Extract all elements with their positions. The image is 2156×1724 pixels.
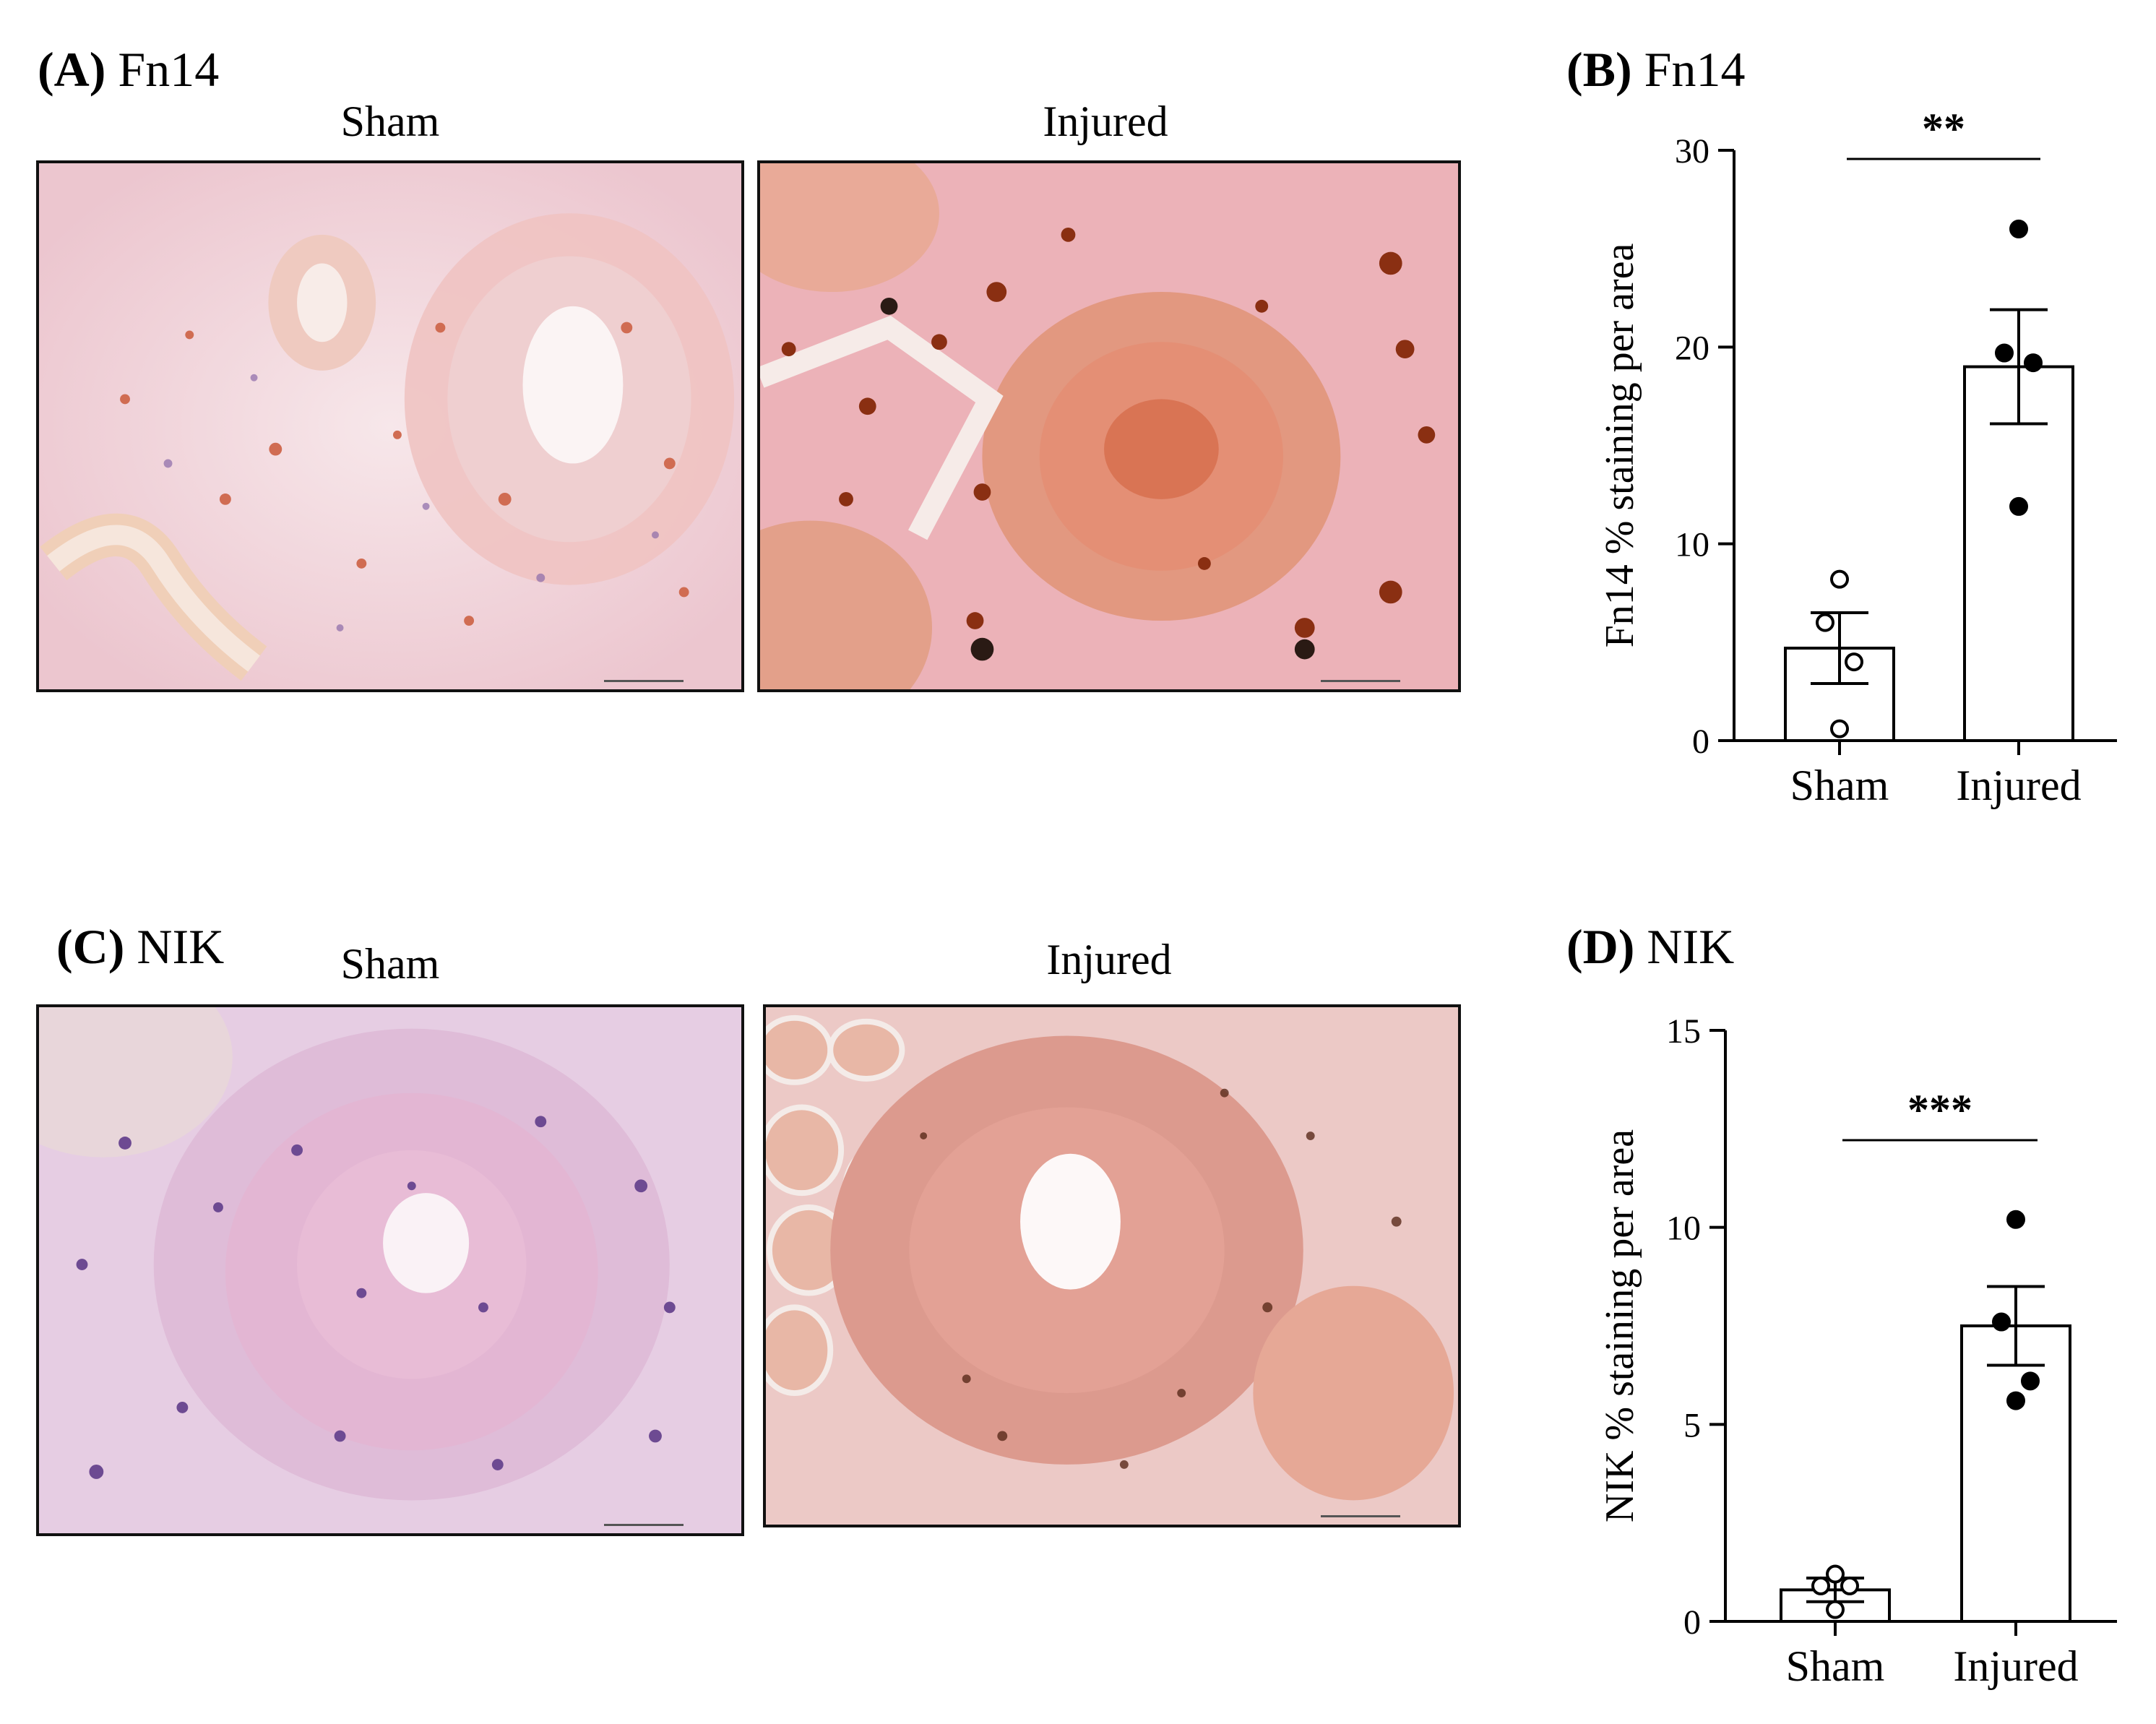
data-point-sham bbox=[1811, 1576, 1830, 1595]
data-point-sham bbox=[1826, 1564, 1845, 1584]
panel-d-label: (D) NIK bbox=[1566, 922, 1734, 971]
data-point-injured bbox=[2009, 219, 2028, 238]
nik-sham-micrograph bbox=[36, 1004, 744, 1536]
y-tick-label: 0 bbox=[1692, 723, 1709, 761]
scale-bar bbox=[1321, 1515, 1400, 1517]
nik-injured-micrograph bbox=[763, 1004, 1461, 1527]
y-axis-label: NIK % staining per area bbox=[1597, 1129, 1642, 1522]
y-tick-label: 20 bbox=[1675, 329, 1709, 367]
panel-d-title: NIK bbox=[1647, 919, 1735, 974]
data-point-injured bbox=[2021, 1371, 2040, 1391]
x-tick-label: Sham bbox=[1790, 762, 1889, 809]
bar-injured bbox=[1960, 1324, 2071, 1623]
data-point-sham bbox=[1845, 652, 1863, 672]
data-point-sham bbox=[1830, 719, 1849, 738]
y-tick-label: 30 bbox=[1675, 132, 1709, 171]
data-point-injured bbox=[2006, 1391, 2025, 1410]
y-tick-label: 10 bbox=[1666, 1210, 1701, 1248]
fn14-bar-chart: 0 10 20 30 Fn14 % staining per area Sham Injur… bbox=[1561, 87, 2139, 824]
scale-bar bbox=[604, 1524, 684, 1526]
y-tick-label: 5 bbox=[1683, 1406, 1701, 1444]
panel-c-sham-title: Sham bbox=[340, 940, 440, 988]
data-point-sham bbox=[1840, 1576, 1859, 1595]
nik-chart-svg: 0 5 10 15 NIK % staining per area Sham Injured… bbox=[1597, 1012, 2117, 1690]
x-tick-label: Injured bbox=[1953, 1642, 2078, 1690]
y-tick-label: 0 bbox=[1683, 1603, 1701, 1642]
y-tick-label: 10 bbox=[1675, 526, 1709, 564]
y-axis-label: Fn14 % staining per area bbox=[1597, 243, 1642, 647]
data-point-injured bbox=[2024, 353, 2043, 373]
data-point-sham bbox=[1826, 1600, 1845, 1619]
significance-marker: ** bbox=[1922, 105, 1965, 152]
data-point-injured bbox=[2006, 1210, 2025, 1229]
panel-c-injured-title: Injured bbox=[1046, 936, 1172, 983]
panel-b-label: (B) Fn14 bbox=[1566, 45, 1745, 94]
scale-bar bbox=[604, 680, 684, 682]
panel-a-sham-title: Sham bbox=[340, 98, 440, 145]
data-point-injured bbox=[1995, 343, 2014, 363]
fn14-injured-micrograph bbox=[757, 160, 1461, 692]
y-tick-label: 15 bbox=[1666, 1012, 1701, 1051]
data-point-injured bbox=[2009, 496, 2028, 516]
panel-a-title: Fn14 bbox=[118, 42, 220, 97]
nik-bar-chart: 0 5 10 15 NIK % staining per area Sham Injured… bbox=[1561, 961, 2139, 1705]
data-point-sham bbox=[1816, 613, 1834, 632]
fn14-chart-svg: 0 10 20 30 Fn14 % staining per area Sham Injur… bbox=[1597, 105, 2117, 809]
panel-b-title: Fn14 bbox=[1644, 42, 1746, 97]
panel-c-title: NIK bbox=[137, 919, 225, 974]
panel-c-letter: (C) bbox=[56, 919, 125, 974]
panel-a-injured-title: Injured bbox=[1043, 98, 1168, 145]
data-point-injured bbox=[1992, 1312, 2011, 1332]
panel-c-label: (C) NIK bbox=[56, 922, 224, 971]
x-tick-label: Sham bbox=[1786, 1642, 1885, 1690]
data-point-sham bbox=[1830, 569, 1849, 589]
panel-d-letter: (D) bbox=[1566, 919, 1635, 974]
significance-marker: *** bbox=[1907, 1086, 1972, 1134]
x-tick-label: Injured bbox=[1956, 762, 2081, 809]
scale-bar bbox=[1321, 680, 1400, 682]
panel-b-letter: (B) bbox=[1566, 42, 1632, 97]
panel-a-letter: (A) bbox=[38, 42, 106, 97]
panel-a-label: (A) Fn14 bbox=[38, 45, 219, 94]
fn14-sham-micrograph bbox=[36, 160, 744, 692]
